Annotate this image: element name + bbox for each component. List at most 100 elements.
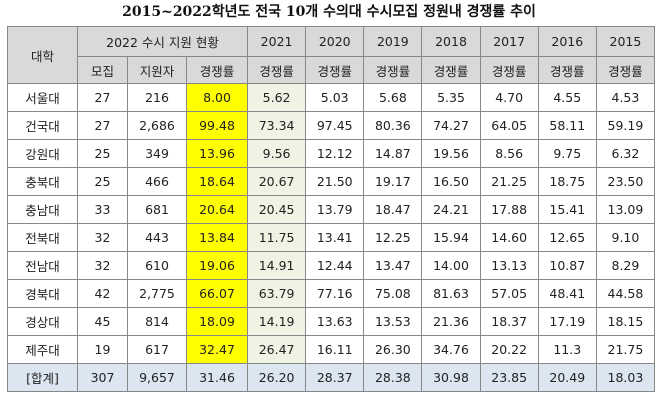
university-name: 제주대 [7,335,78,364]
table-cell: 4.70 [479,83,539,112]
table-cell: 19.56 [421,139,481,168]
table-row: 경상대 45 814 18.09 14.19 13.63 13.53 21.36 18.37 17… [7,307,656,336]
table-cell: 64.05 [479,111,539,140]
table-cell: 33 [77,195,128,224]
table-cell: 99.48 [185,111,249,140]
table-cell: 13.09 [595,195,656,224]
table-cell: 26.47 [247,335,307,364]
table-cell: 4.53 [595,83,656,112]
table-row: 충남대 33 681 20.64 20.45 13.79 18.47 24.21 17.88 15… [7,195,656,224]
table-cell: 216 [127,83,187,112]
table-cell: 19.17 [363,167,423,196]
university-name: 건국대 [7,111,78,140]
table-cell: 25 [77,167,128,196]
header-cell: 2017 [479,26,539,57]
university-name: 충북대 [7,167,78,196]
table-cell: 13.47 [363,251,423,280]
table-cell: 4.55 [537,83,597,112]
table-cell: 17.19 [537,307,597,336]
table-cell: 58.11 [537,111,597,140]
table-cell: 8.00 [185,83,249,112]
table-cell: 12.25 [363,223,423,252]
table-cell: 18.03 [595,363,656,392]
table-cell: 27 [77,111,128,140]
table-cell: 48.41 [537,279,597,308]
header-cell: 2021 [247,26,307,57]
table-cell: 14.87 [363,139,423,168]
table-cell: 16.50 [421,167,481,196]
header-cell: 2019 [363,26,423,57]
header-cell: 2015 [595,26,656,57]
table-cell: 14.60 [479,223,539,252]
table-cell: 12.44 [305,251,365,280]
table-cell: 5.62 [247,83,307,112]
table-cell: 21.25 [479,167,539,196]
table-cell: 13.63 [305,307,365,336]
table-cell: 32 [77,251,128,280]
header-cell: 2016 [537,26,597,57]
table-cell: 6.32 [595,139,656,168]
table-cell: 443 [127,223,187,252]
university-name: 전남대 [7,251,78,280]
table-cell: 12.12 [305,139,365,168]
table-cell: 44.58 [595,279,656,308]
header-row: 모집 지원자 경쟁률 경쟁률 경쟁률 경쟁률 경쟁률 경쟁률 경쟁률 경쟁률 [8,56,656,84]
table-cell: 26.30 [363,335,423,364]
table-cell: 75.08 [363,279,423,308]
table-cell: 57.05 [479,279,539,308]
table-cell: 77.16 [305,279,365,308]
table-cell: 18.37 [479,307,539,336]
table-cell: 5.35 [421,83,481,112]
header-cell: 경쟁률 [479,56,539,84]
table-cell: 34.76 [421,335,481,364]
table-cell: 19 [77,335,128,364]
table-cell: 8.29 [595,251,656,280]
table-cell: 74.27 [421,111,481,140]
table-row: 전남대 32 610 19.06 14.91 12.44 13.47 14.00 13.13 10… [7,251,656,280]
table-cell: 617 [127,335,187,364]
table-cell: 63.79 [247,279,307,308]
table-cell: 18.15 [595,307,656,336]
table-cell: 18.47 [363,195,423,224]
table-cell: 26.20 [247,363,307,392]
table-row: 전북대 32 443 13.84 11.75 13.41 12.25 15.94 14.60 12… [7,223,656,252]
table-cell: 13.41 [305,223,365,252]
table: 대학 2022 수시 지원 현황 2021 2020 2019 2018 2017 2016 2… [7,26,656,392]
table-cell: 80.36 [363,111,423,140]
table-cell: 466 [127,167,187,196]
table-cell: 9,657 [127,363,187,392]
table-body: 서울대 27 216 8.00 5.62 5.03 5.68 5.35 4.70 4.55 4.53… [7,83,656,392]
table-cell: 681 [127,195,187,224]
table-cell: 45 [77,307,128,336]
table-cell: 13.53 [363,307,423,336]
header-cell: 2022 수시 지원 현황 [76,26,249,57]
university-name: 서울대 [7,83,78,112]
table-cell: 32.47 [185,335,249,364]
table-row: 강원대 25 349 13.96 9.56 12.12 14.87 19.56 8.56 9.75… [7,139,656,168]
table-cell: 20.67 [247,167,307,196]
total-row: [합계] 307 9,657 31.46 26.20 28.37 28.38 30.98 23.… [7,363,656,392]
table-cell: 18.64 [185,167,249,196]
table-cell: 2,775 [127,279,187,308]
table-header: 대학 2022 수시 지원 현황 2021 2020 2019 2018 2017 2016 2… [7,26,656,84]
table-cell: 27 [77,83,128,112]
table-cell: 15.41 [537,195,597,224]
header-cell: 2020 [305,26,365,57]
table-cell: 28.38 [363,363,423,392]
header-cell: 경쟁률 [305,56,365,84]
table-row: 제주대 19 617 32.47 26.47 16.11 26.30 34.76 20.22 11… [7,335,656,364]
header-cell: 경쟁률 [247,56,307,84]
header-cell: 지원자 [127,56,187,84]
university-name: 충남대 [7,195,78,224]
table-cell: 13.13 [479,251,539,280]
table-cell: 28.37 [305,363,365,392]
table-cell: 97.45 [305,111,365,140]
header-cell: 경쟁률 [537,56,597,84]
table-cell: 12.65 [537,223,597,252]
table-cell: 13.84 [185,223,249,252]
table-cell: 8.56 [479,139,539,168]
table-cell: 20.22 [479,335,539,364]
university-name: 경상대 [7,307,78,336]
table-cell: 19.06 [185,251,249,280]
